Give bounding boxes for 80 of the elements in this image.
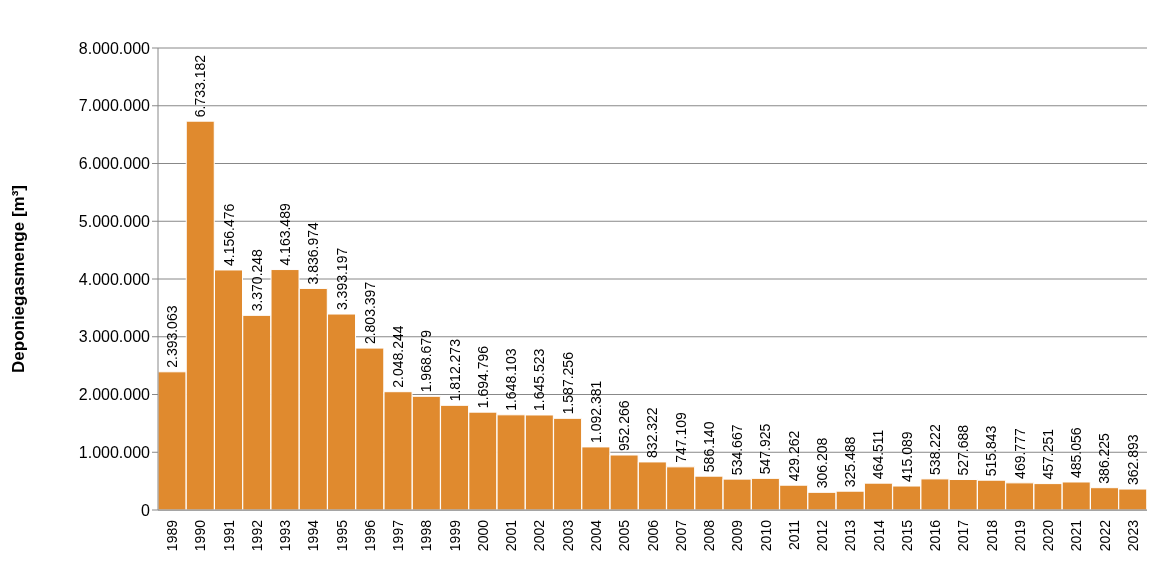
data-label: 586.140: [700, 421, 717, 473]
y-tick-label: 0: [141, 501, 151, 519]
y-axis-title: Deponiegasmenge [m³]: [9, 185, 29, 373]
x-tick-label: 2016: [927, 519, 944, 552]
y-tick-label: 8.000.000: [78, 39, 151, 57]
data-label: 547.925: [757, 423, 774, 475]
x-tick-label: 2017: [955, 519, 972, 552]
data-label: 3.393.197: [333, 247, 350, 311]
x-tick-label: 2005: [616, 519, 633, 552]
data-label: 464.511: [870, 429, 887, 480]
x-tick-label: 1996: [361, 519, 378, 552]
x-tick-label: 1989: [164, 519, 181, 552]
data-label: 1.694.796: [474, 345, 491, 409]
data-label: 515.843: [983, 425, 1000, 477]
data-label: 832.322: [644, 407, 661, 458]
data-label: 1.812.273: [446, 338, 463, 402]
x-tick-label: 2018: [983, 519, 1000, 552]
x-tick-label: 2004: [587, 519, 604, 552]
data-label: 1.648.103: [503, 348, 520, 411]
x-tick-label: 2014: [870, 519, 887, 552]
data-label: 4.156.476: [220, 203, 237, 266]
x-tick-label: 1999: [446, 519, 463, 552]
x-tick-label: 1991: [220, 519, 237, 552]
data-label: 1.645.523: [531, 348, 548, 411]
data-label: 325.488: [842, 436, 859, 488]
x-tick-label: 2019: [1011, 519, 1028, 552]
y-tick-label: 1.000.000: [78, 443, 151, 461]
x-tick-label: 2002: [531, 519, 548, 552]
x-tick-label: 1998: [418, 519, 435, 552]
data-label: 457.251: [1039, 428, 1056, 480]
y-tick-label: 5.000.000: [78, 212, 151, 230]
x-tick-label: 1990: [192, 519, 209, 552]
x-tick-label: 2020: [1040, 519, 1057, 552]
x-tick-label: 1994: [305, 519, 322, 552]
data-label: 2.803.397: [361, 281, 378, 345]
data-label: 2.048.244: [390, 325, 407, 388]
data-label: 386.225: [1096, 432, 1113, 484]
x-tick-label: 2013: [842, 519, 859, 552]
data-label: 306.208: [813, 437, 830, 489]
data-label: 362.893: [1124, 434, 1141, 486]
data-label: 4.163.489: [277, 203, 294, 266]
x-tick-label: 2011: [785, 519, 802, 551]
data-label: 469.777: [1011, 428, 1028, 479]
data-label: 534.667: [729, 424, 746, 476]
y-tick-label: 4.000.000: [78, 270, 151, 288]
x-tick-label: 2003: [559, 519, 576, 552]
x-tick-label: 1995: [333, 519, 350, 552]
data-label: 527.688: [955, 424, 972, 476]
x-tick-label: 1992: [248, 519, 265, 552]
x-tick-label: 2015: [898, 519, 915, 552]
data-label: 3.370.248: [248, 248, 265, 312]
data-label: 415.089: [898, 431, 915, 483]
x-tick-label: 1997: [390, 519, 407, 552]
x-tick-label: 2010: [757, 519, 774, 552]
data-label: 485.056: [1068, 427, 1085, 478]
data-label: 952.266: [616, 400, 633, 452]
data-label: 538.222: [926, 424, 943, 475]
y-tick-label: 6.000.000: [78, 155, 151, 173]
data-label: 1.092.381: [587, 380, 604, 443]
x-tick-label: 2008: [701, 519, 718, 552]
data-label: 1.587.256: [559, 351, 576, 415]
x-tick-label: 2009: [729, 519, 746, 552]
data-label: 429.262: [785, 430, 802, 482]
data-label: 3.836.974: [305, 221, 322, 285]
y-tick-label: 7.000.000: [78, 97, 151, 115]
x-tick-label: 2022: [1096, 519, 1113, 552]
x-tick-label: 2012: [814, 519, 831, 552]
y-tick-label: 3.000.000: [78, 328, 151, 346]
data-label: 1.968.679: [418, 329, 435, 393]
y-tick-label: 2.000.000: [78, 386, 151, 404]
x-tick-label: 2021: [1068, 519, 1085, 552]
data-label: 747.109: [672, 412, 689, 463]
x-tick-label: 2001: [503, 519, 520, 552]
x-tick-label: 2000: [474, 519, 491, 552]
x-tick-label: 2007: [672, 519, 689, 552]
data-label: 6.733.182: [192, 54, 209, 118]
data-label: 2.393.063: [164, 305, 180, 368]
x-tick-label: 2023: [1124, 519, 1141, 552]
x-tick-label: 1993: [277, 519, 294, 552]
x-tick-label: 2006: [644, 519, 661, 552]
